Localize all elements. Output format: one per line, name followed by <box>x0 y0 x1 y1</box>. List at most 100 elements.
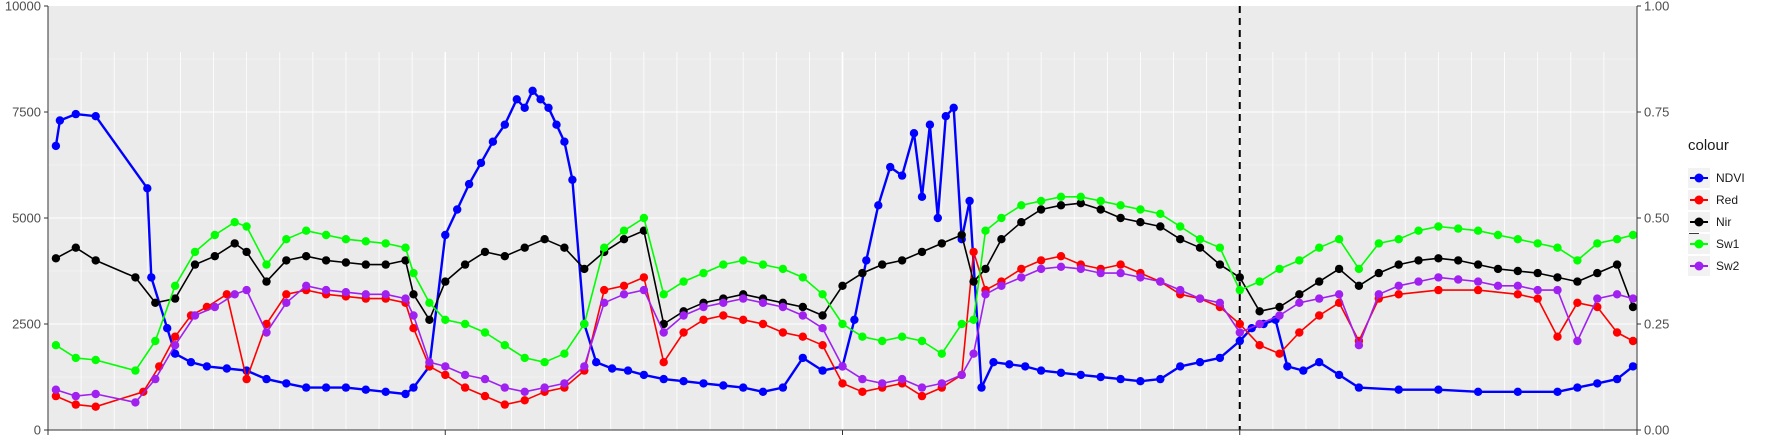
data-point-nir <box>210 252 219 261</box>
data-point-nir <box>580 264 589 274</box>
data-point-sw2 <box>190 311 200 320</box>
data-point-red <box>1295 328 1304 337</box>
data-point-sw2 <box>1573 336 1582 346</box>
data-point-sw1 <box>600 243 609 252</box>
data-point-ndvi <box>1473 387 1483 396</box>
series-sw2 <box>51 262 1638 407</box>
data-point-nir <box>659 319 668 329</box>
data-point-sw1 <box>1628 230 1638 240</box>
data-point-red <box>480 391 490 401</box>
data-point-nir <box>1434 254 1443 263</box>
data-point-sw2 <box>659 328 668 337</box>
data-point-sw2 <box>91 389 100 399</box>
data-point-nir <box>1195 243 1205 252</box>
data-point-sw2 <box>1414 277 1423 286</box>
data-point-ndvi <box>568 175 577 184</box>
data-point-sw1 <box>425 298 434 307</box>
data-point-nir <box>91 256 100 265</box>
data-point-sw2 <box>302 281 311 290</box>
data-point-sw2 <box>1195 294 1205 303</box>
data-point-sw2 <box>897 374 907 384</box>
data-point-nir <box>151 298 160 307</box>
data-point-sw2 <box>1553 285 1562 295</box>
data-point-sw2 <box>1176 285 1185 295</box>
data-point-ndvi <box>778 383 788 392</box>
data-point-red <box>1116 260 1125 269</box>
data-point-ndvi <box>1076 370 1086 380</box>
data-point-sw1 <box>302 226 311 235</box>
data-point-sw1 <box>1275 264 1284 274</box>
data-point-red <box>1553 332 1562 341</box>
data-point-nir <box>1593 268 1602 278</box>
data-point-sw2 <box>1354 341 1364 350</box>
data-point-red <box>242 374 251 384</box>
data-point-sw2 <box>1235 328 1245 337</box>
data-point-sw1 <box>838 319 847 329</box>
data-point-sw1 <box>1354 264 1364 274</box>
data-point-ndvi <box>560 137 569 146</box>
data-point-sw2 <box>1116 268 1125 278</box>
data-point-sw2 <box>1612 290 1622 299</box>
data-point-sw1 <box>619 226 629 235</box>
data-point-sw2 <box>441 362 450 371</box>
data-point-sw1 <box>361 237 370 246</box>
data-point-ndvi <box>488 137 498 146</box>
data-point-nir <box>1235 273 1245 282</box>
data-point-sw2 <box>361 290 370 299</box>
data-point-nir <box>997 235 1006 244</box>
data-point-sw2 <box>381 290 390 299</box>
data-point-nir <box>1473 260 1483 269</box>
data-point-sw2 <box>580 362 589 371</box>
data-point-ndvi <box>1176 362 1185 371</box>
data-point-sw1 <box>1434 222 1443 231</box>
data-point-sw2 <box>1434 273 1443 282</box>
data-point-sw2 <box>262 328 271 337</box>
data-point-ndvi <box>1434 385 1443 394</box>
data-point-sw2 <box>1295 298 1304 307</box>
data-point-red <box>51 391 61 401</box>
data-point-sw1 <box>1374 239 1384 248</box>
data-point-nir <box>1354 281 1364 290</box>
data-point-red <box>1628 336 1638 346</box>
data-point-ndvi <box>862 256 871 265</box>
data-point-sw1 <box>441 315 450 324</box>
data-point-sw2 <box>131 398 140 407</box>
data-point-sw1 <box>500 341 509 350</box>
data-point-sw2 <box>1036 264 1046 274</box>
data-point-sw1 <box>1612 235 1622 244</box>
data-point-sw1 <box>1195 235 1205 244</box>
data-point-ndvi <box>381 387 390 396</box>
data-point-sw1 <box>1493 230 1503 240</box>
data-point-nir <box>897 256 907 265</box>
data-point-red <box>1533 294 1542 303</box>
data-point-nir <box>51 254 61 263</box>
data-point-red <box>500 400 509 409</box>
legend-key-point <box>1694 261 1704 271</box>
data-point-ndvi <box>818 366 827 375</box>
data-point-red <box>818 341 827 350</box>
data-point-ndvi <box>302 383 311 392</box>
data-point-sw2 <box>282 298 291 307</box>
data-point-red <box>282 290 291 299</box>
data-point-sw1 <box>679 277 688 286</box>
legend-label: NDVI <box>1716 171 1745 185</box>
data-point-nir <box>917 247 927 257</box>
data-point-sw2 <box>739 294 748 303</box>
data-point-sw2 <box>540 383 549 392</box>
data-point-red <box>1235 319 1245 329</box>
data-point-sw2 <box>917 383 927 392</box>
data-point-red <box>1513 290 1523 299</box>
data-point-sw2 <box>818 324 827 333</box>
data-point-nir <box>540 235 549 244</box>
data-point-red <box>1434 285 1443 295</box>
y-tick-label: 5000 <box>12 211 41 226</box>
data-point-ndvi <box>453 205 462 214</box>
data-point-sw1 <box>778 264 788 274</box>
data-point-sw2 <box>1017 273 1026 282</box>
data-point-ndvi <box>552 120 561 129</box>
data-point-nir <box>1533 268 1542 278</box>
data-point-nir <box>131 273 140 282</box>
data-point-sw2 <box>1096 268 1105 278</box>
data-point-ndvi <box>1593 379 1602 388</box>
